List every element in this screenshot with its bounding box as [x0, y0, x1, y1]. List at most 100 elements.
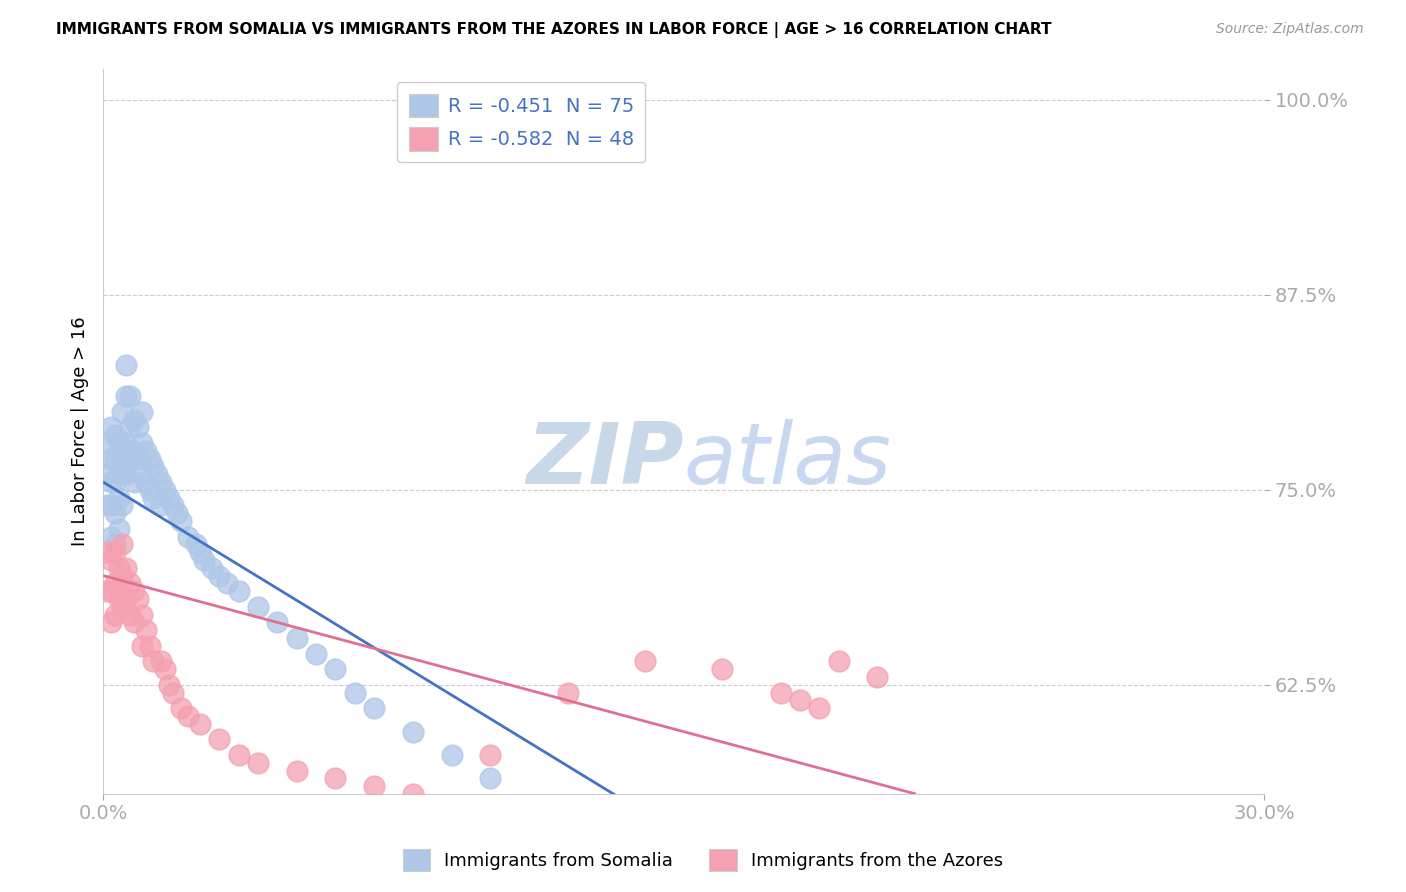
- Point: [363, 701, 385, 715]
- Point: [150, 475, 173, 489]
- Point: [343, 686, 366, 700]
- Point: [131, 405, 153, 419]
- Point: [866, 888, 889, 892]
- Legend: R = -0.451  N = 75, R = -0.582  N = 48: R = -0.451 N = 75, R = -0.582 N = 48: [396, 82, 645, 162]
- Point: [193, 553, 215, 567]
- Point: [363, 779, 385, 793]
- Point: [142, 459, 165, 474]
- Point: [402, 724, 425, 739]
- Point: [115, 467, 138, 482]
- Point: [104, 506, 127, 520]
- Point: [122, 615, 145, 630]
- Point: [100, 499, 122, 513]
- Point: [104, 537, 127, 551]
- Text: atlas: atlas: [683, 419, 891, 502]
- Point: [131, 436, 153, 450]
- Point: [111, 405, 134, 419]
- Point: [711, 662, 734, 676]
- Point: [120, 389, 142, 403]
- Point: [96, 436, 118, 450]
- Point: [634, 826, 657, 840]
- Point: [808, 701, 831, 715]
- Point: [122, 412, 145, 426]
- Point: [115, 436, 138, 450]
- Point: [789, 693, 811, 707]
- Point: [111, 443, 134, 458]
- Point: [100, 530, 122, 544]
- Point: [96, 545, 118, 559]
- Point: [827, 655, 849, 669]
- Point: [142, 491, 165, 505]
- Point: [100, 420, 122, 434]
- Point: [107, 491, 129, 505]
- Point: [138, 483, 160, 497]
- Point: [122, 475, 145, 489]
- Point: [157, 678, 180, 692]
- Point: [285, 631, 308, 645]
- Point: [266, 615, 288, 630]
- Point: [122, 443, 145, 458]
- Point: [122, 584, 145, 599]
- Point: [104, 475, 127, 489]
- Point: [96, 467, 118, 482]
- Point: [104, 545, 127, 559]
- Point: [246, 599, 269, 614]
- Point: [120, 607, 142, 622]
- Text: Source: ZipAtlas.com: Source: ZipAtlas.com: [1216, 22, 1364, 37]
- Point: [111, 499, 134, 513]
- Point: [285, 764, 308, 778]
- Point: [135, 475, 157, 489]
- Point: [789, 872, 811, 887]
- Point: [96, 584, 118, 599]
- Y-axis label: In Labor Force | Age > 16: In Labor Force | Age > 16: [72, 317, 89, 546]
- Point: [107, 436, 129, 450]
- Point: [440, 747, 463, 762]
- Point: [479, 747, 502, 762]
- Point: [111, 537, 134, 551]
- Point: [200, 561, 222, 575]
- Point: [131, 607, 153, 622]
- Legend: Immigrants from Somalia, Immigrants from the Azores: Immigrants from Somalia, Immigrants from…: [395, 842, 1011, 879]
- Point: [107, 522, 129, 536]
- Point: [153, 483, 176, 497]
- Point: [153, 662, 176, 676]
- Point: [135, 443, 157, 458]
- Point: [634, 655, 657, 669]
- Point: [115, 592, 138, 607]
- Point: [96, 499, 118, 513]
- Point: [150, 499, 173, 513]
- Point: [169, 514, 191, 528]
- Text: ZIP: ZIP: [526, 419, 683, 502]
- Point: [146, 467, 169, 482]
- Point: [188, 545, 211, 559]
- Point: [246, 756, 269, 770]
- Point: [305, 647, 328, 661]
- Point: [769, 686, 792, 700]
- Point: [166, 506, 188, 520]
- Point: [138, 451, 160, 466]
- Point: [127, 451, 149, 466]
- Point: [111, 568, 134, 582]
- Point: [325, 662, 347, 676]
- Point: [120, 576, 142, 591]
- Point: [402, 787, 425, 801]
- Point: [107, 459, 129, 474]
- Point: [184, 537, 207, 551]
- Point: [100, 553, 122, 567]
- Point: [100, 615, 122, 630]
- Point: [111, 467, 134, 482]
- Point: [169, 701, 191, 715]
- Point: [104, 576, 127, 591]
- Point: [177, 709, 200, 723]
- Point: [557, 803, 579, 817]
- Point: [100, 451, 122, 466]
- Point: [138, 639, 160, 653]
- Point: [107, 561, 129, 575]
- Point: [127, 592, 149, 607]
- Point: [711, 849, 734, 863]
- Point: [177, 530, 200, 544]
- Point: [131, 467, 153, 482]
- Point: [228, 747, 250, 762]
- Point: [157, 491, 180, 505]
- Point: [120, 451, 142, 466]
